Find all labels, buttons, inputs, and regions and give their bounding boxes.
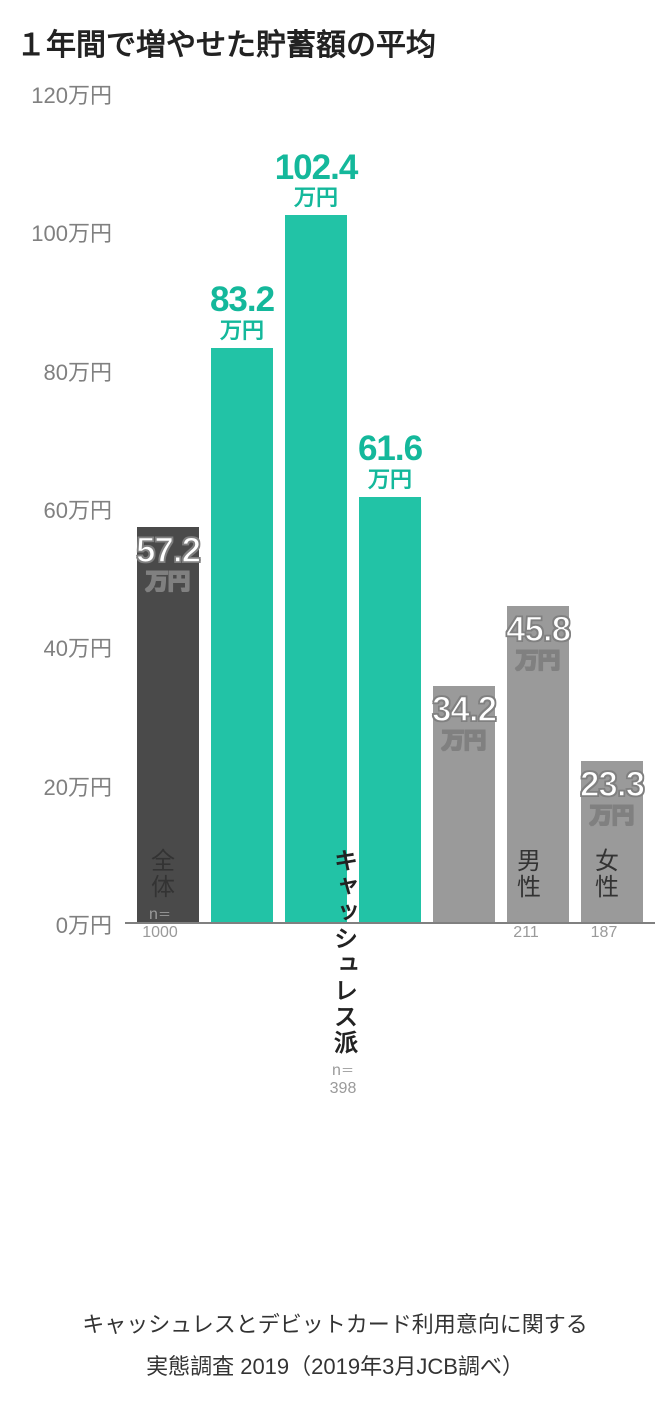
- y-tick: 60万円: [44, 493, 120, 525]
- bar-column: 102.4万円: [279, 94, 353, 922]
- bar-value-label: 23.3万円: [542, 767, 670, 827]
- bar-column: 23.3万円: [575, 94, 649, 922]
- chart-title: １年間で増やせた貯蓄額の平均: [10, 20, 660, 64]
- chart-source: キャッシュレスとデビットカード利用意向に関する 実態調査 2019（2019年3…: [10, 1304, 660, 1388]
- y-tick: 100万円: [31, 216, 120, 248]
- bar: 83.2万円: [211, 348, 273, 922]
- y-tick: 120万円: [31, 78, 120, 110]
- bar-value-number: 23.3: [542, 767, 670, 804]
- bar-column: 61.6万円: [353, 94, 427, 922]
- x-tick-n: n＝398: [330, 1062, 357, 1097]
- bar-column: 57.2万円: [131, 94, 205, 922]
- x-tick: 現金派n＝389: [643, 840, 670, 1097]
- x-tick-label: 女性: [587, 848, 622, 900]
- y-axis: 0万円20万円40万円60万円80万円100万円120万円: [10, 94, 120, 924]
- bar-column: 83.2万円: [205, 94, 279, 922]
- chart-area: 0万円20万円40万円60万円80万円100万円120万円 57.2万円83.2…: [10, 94, 660, 924]
- x-axis: 全体n＝1000キャッシュレス派n＝398男性n＝211女性n＝187現金派n＝…: [115, 840, 665, 1097]
- x-tick-label: 男性: [509, 848, 544, 900]
- x-tick-label: キャッシュレス派: [326, 848, 361, 1056]
- x-tick-n: n＝211: [513, 906, 539, 941]
- bar: 102.4万円: [285, 215, 347, 922]
- x-tick-n: n＝1000: [142, 906, 178, 941]
- bar-column: 34.2万円: [427, 94, 501, 922]
- y-tick: 0万円: [56, 908, 120, 940]
- y-tick: 20万円: [44, 770, 120, 802]
- plot-area: 57.2万円83.2万円102.4万円61.6万円34.2万円45.8万円23.…: [125, 94, 655, 924]
- x-tick: キャッシュレス派 n＝398: [199, 840, 487, 1097]
- source-line-2: 実態調査 2019（2019年3月JCB調べ）: [30, 1346, 640, 1388]
- x-tick: 女性 n＝187: [565, 840, 643, 1097]
- source-line-1: キャッシュレスとデビットカード利用意向に関する: [30, 1304, 640, 1346]
- bars-container: 57.2万円83.2万円102.4万円61.6万円34.2万円45.8万円23.…: [125, 94, 655, 922]
- y-tick: 40万円: [44, 631, 120, 663]
- x-tick-label: 全体: [143, 848, 178, 900]
- bar-value-unit: 万円: [542, 804, 670, 827]
- x-tick-n: n＝187: [591, 906, 618, 941]
- x-tick: 男性 n＝211: [487, 840, 565, 1097]
- y-tick: 80万円: [44, 355, 120, 387]
- x-tick: 全体 n＝1000: [121, 840, 199, 1097]
